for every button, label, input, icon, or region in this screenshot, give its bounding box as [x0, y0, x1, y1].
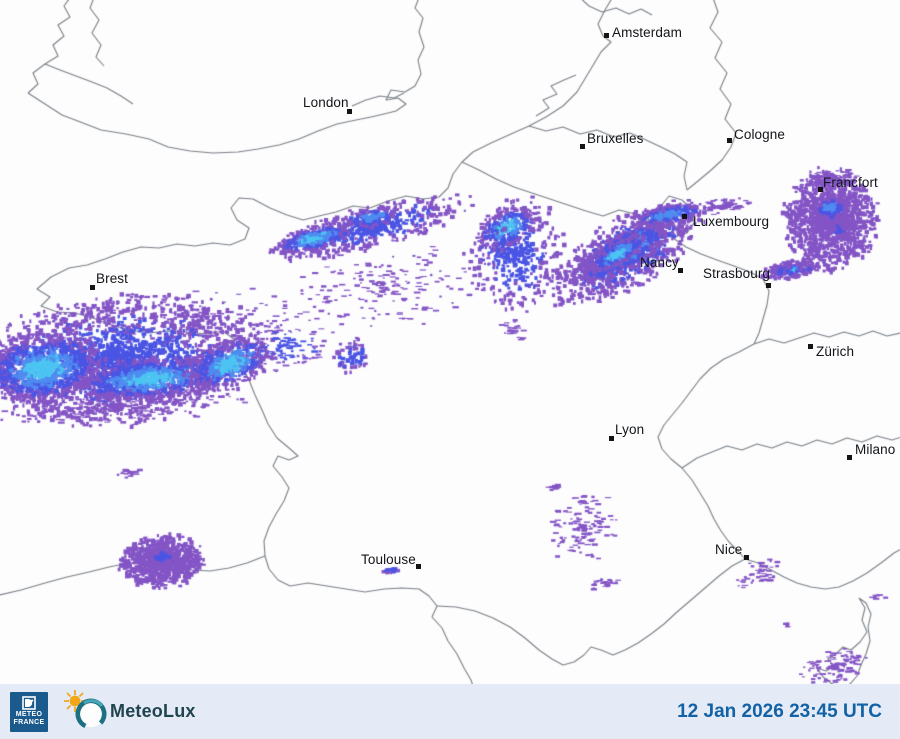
city-marker	[604, 33, 609, 38]
city-label: Toulouse	[361, 552, 416, 567]
meteo-france-label-line2: FRANCE	[13, 719, 45, 726]
city-marker	[727, 138, 732, 143]
city-label: Nice	[715, 542, 743, 557]
city-marker	[818, 187, 823, 192]
city-marker	[766, 283, 771, 288]
city-label: Lyon	[615, 422, 645, 437]
city-marker	[609, 436, 614, 441]
map-timestamp: 12 Jan 2026 23:45 UTC	[677, 700, 882, 722]
meteo-france-label-line1: METEO	[15, 711, 43, 718]
city-label: Luxembourg	[693, 214, 770, 229]
city-marker	[744, 555, 749, 560]
radar-map-canvas	[0, 0, 900, 684]
city-marker	[682, 214, 687, 219]
city-marker	[847, 455, 852, 460]
city-label: Amsterdam	[612, 25, 682, 40]
city-label: Zürich	[816, 344, 855, 359]
meteolux-logo[interactable]: MeteoLux	[62, 688, 196, 736]
city-label: Nancy	[640, 255, 679, 270]
city-label: Francfort	[823, 175, 878, 190]
city-label: Strasbourg	[703, 266, 771, 281]
meteolux-sun-swirl-icon	[64, 689, 107, 729]
radar-map: Amsterdam London Bruxelles Cologne Francfort…	[0, 0, 900, 684]
city-label: London	[303, 95, 349, 110]
city-marker	[90, 285, 95, 290]
city-marker	[347, 109, 352, 114]
city-marker	[580, 144, 585, 149]
city-label: Cologne	[734, 127, 785, 142]
meteolux-brand-text: MeteoLux	[110, 701, 196, 721]
city-layer: Amsterdam London Bruxelles Cologne Francfort…	[90, 25, 896, 569]
meteo-france-icon	[22, 696, 36, 710]
city-marker	[808, 344, 813, 349]
city-label: Brest	[96, 271, 129, 286]
meteo-france-logo[interactable]: METEO FRANCE	[10, 691, 48, 732]
city-marker	[416, 564, 421, 569]
city-marker	[678, 268, 683, 273]
city-label: Bruxelles	[587, 131, 644, 146]
city-label: Milano	[855, 442, 896, 457]
footer-bar: METEO FRANCE MeteoLux 12 Jan 20	[0, 684, 900, 739]
